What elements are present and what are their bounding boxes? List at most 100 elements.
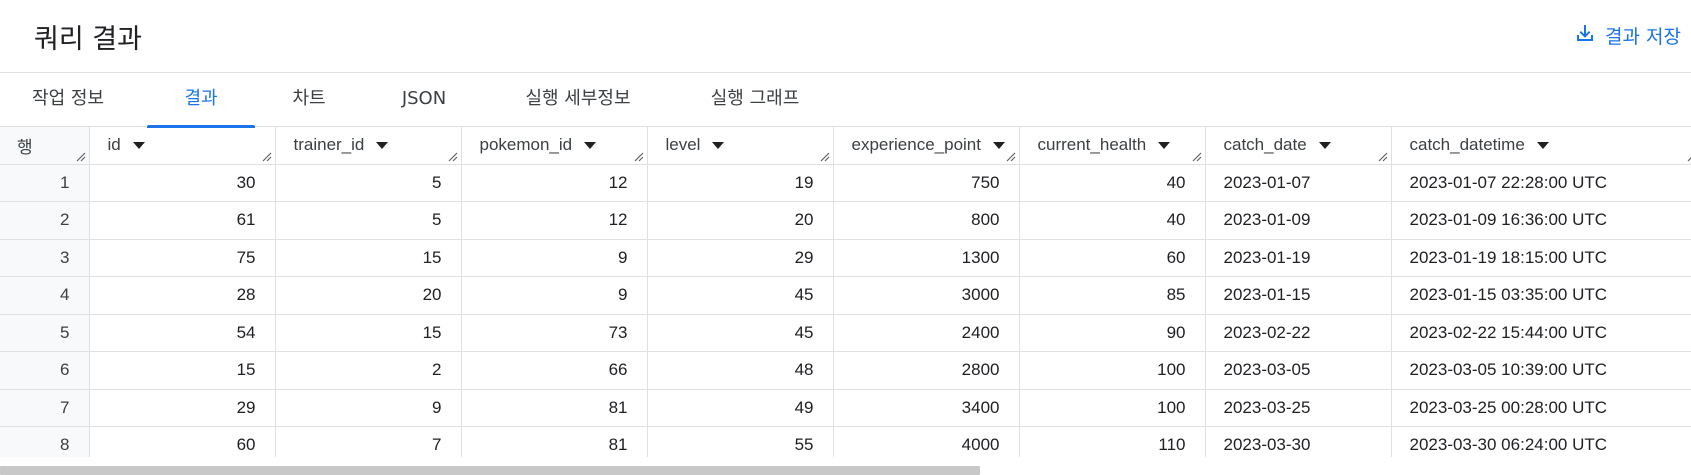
cell-level[interactable]: 48: [647, 351, 834, 390]
cell-pokemon-id[interactable]: 9: [461, 276, 648, 315]
cell-experience-point[interactable]: 3400: [833, 389, 1020, 427]
row-number[interactable]: 1: [0, 164, 90, 202]
column-header-experience-point[interactable]: experience_point: [833, 127, 1020, 165]
column-header-level[interactable]: level: [647, 127, 834, 165]
column-resize-icon[interactable]: [632, 150, 644, 162]
save-results-button[interactable]: 결과 저장: [1575, 22, 1681, 49]
cell-id[interactable]: 54: [89, 314, 276, 352]
cell-experience-point[interactable]: 3000: [833, 276, 1020, 315]
sort-caret-icon[interactable]: [992, 142, 1005, 150]
cell-trainer-id[interactable]: 9: [275, 389, 462, 427]
cell-level[interactable]: 20: [647, 201, 834, 240]
cell-catch-datetime[interactable]: 2023-01-19 18:15:00 UTC: [1391, 239, 1691, 277]
cell-trainer-id[interactable]: 2: [275, 351, 462, 390]
sort-caret-icon[interactable]: [1536, 142, 1549, 150]
cell-current-health[interactable]: 40: [1019, 201, 1206, 240]
cell-experience-point[interactable]: 800: [833, 201, 1020, 240]
cell-catch-date[interactable]: 2023-03-05: [1205, 351, 1392, 390]
cell-level[interactable]: 55: [647, 426, 834, 457]
tab-chart[interactable]: 차트: [292, 88, 326, 109]
cell-experience-point[interactable]: 750: [833, 164, 1020, 202]
column-header-id[interactable]: id: [89, 127, 276, 165]
cell-id[interactable]: 30: [89, 164, 276, 202]
cell-pokemon-id[interactable]: 12: [461, 201, 648, 240]
row-number[interactable]: 8: [0, 426, 90, 457]
cell-catch-date[interactable]: 2023-01-15: [1205, 276, 1392, 315]
cell-catch-datetime[interactable]: 2023-01-15 03:35:00 UTC: [1391, 276, 1691, 315]
column-header-current-health[interactable]: current_health: [1019, 127, 1206, 165]
sort-caret-icon[interactable]: [584, 142, 597, 150]
cell-current-health[interactable]: 90: [1019, 314, 1206, 352]
cell-trainer-id[interactable]: 5: [275, 164, 462, 202]
cell-catch-datetime[interactable]: 2023-02-22 15:44:00 UTC: [1391, 314, 1691, 352]
row-number[interactable]: 6: [0, 351, 90, 390]
cell-experience-point[interactable]: 4000: [833, 426, 1020, 457]
tab-json[interactable]: JSON: [401, 88, 447, 109]
cell-experience-point[interactable]: 2800: [833, 351, 1020, 390]
sort-caret-icon[interactable]: [1158, 142, 1171, 150]
cell-id[interactable]: 29: [89, 389, 276, 427]
column-header-catch-datetime[interactable]: catch_datetime: [1391, 127, 1691, 165]
cell-catch-date[interactable]: 2023-02-22: [1205, 314, 1392, 352]
column-resize-icon[interactable]: [1004, 150, 1016, 162]
cell-id[interactable]: 61: [89, 201, 276, 240]
cell-level[interactable]: 19: [647, 164, 834, 202]
cell-catch-datetime[interactable]: 2023-03-30 06:24:00 UTC: [1391, 426, 1691, 457]
cell-trainer-id[interactable]: 5: [275, 201, 462, 240]
column-resize-icon[interactable]: [74, 150, 86, 162]
sort-caret-icon[interactable]: [132, 142, 145, 150]
cell-id[interactable]: 28: [89, 276, 276, 315]
sort-caret-icon[interactable]: [1318, 142, 1331, 150]
cell-catch-datetime[interactable]: 2023-01-07 22:28:00 UTC: [1391, 164, 1691, 202]
column-resize-icon[interactable]: [1685, 150, 1691, 162]
cell-level[interactable]: 45: [647, 314, 834, 352]
cell-pokemon-id[interactable]: 81: [461, 389, 648, 427]
sort-caret-icon[interactable]: [712, 142, 725, 150]
cell-catch-date[interactable]: 2023-03-25: [1205, 389, 1392, 427]
row-number[interactable]: 7: [0, 389, 90, 427]
tab-job-info[interactable]: 작업 정보: [32, 88, 104, 109]
cell-catch-datetime[interactable]: 2023-03-25 00:28:00 UTC: [1391, 389, 1691, 427]
sort-caret-icon[interactable]: [376, 142, 389, 150]
cell-trainer-id[interactable]: 15: [275, 314, 462, 352]
cell-pokemon-id[interactable]: 12: [461, 164, 648, 202]
cell-pokemon-id[interactable]: 66: [461, 351, 648, 390]
cell-current-health[interactable]: 85: [1019, 276, 1206, 315]
horizontal-scrollbar[interactable]: [0, 466, 980, 475]
row-number[interactable]: 5: [0, 314, 90, 352]
cell-catch-datetime[interactable]: 2023-03-05 10:39:00 UTC: [1391, 351, 1691, 390]
cell-id[interactable]: 60: [89, 426, 276, 457]
cell-trainer-id[interactable]: 7: [275, 426, 462, 457]
cell-pokemon-id[interactable]: 73: [461, 314, 648, 352]
cell-id[interactable]: 15: [89, 351, 276, 390]
cell-current-health[interactable]: 100: [1019, 389, 1206, 427]
cell-current-health[interactable]: 110: [1019, 426, 1206, 457]
column-resize-icon[interactable]: [818, 150, 830, 162]
tab-execution-graph[interactable]: 실행 그래프: [710, 88, 800, 109]
cell-catch-date[interactable]: 2023-03-30: [1205, 426, 1392, 457]
column-resize-icon[interactable]: [1376, 150, 1388, 162]
column-header-trainer-id[interactable]: trainer_id: [275, 127, 462, 165]
tab-results[interactable]: 결과: [147, 73, 255, 128]
cell-catch-date[interactable]: 2023-01-19: [1205, 239, 1392, 277]
column-header-pokemon-id[interactable]: pokemon_id: [461, 127, 648, 165]
cell-pokemon-id[interactable]: 9: [461, 239, 648, 277]
cell-trainer-id[interactable]: 15: [275, 239, 462, 277]
cell-level[interactable]: 49: [647, 389, 834, 427]
cell-experience-point[interactable]: 2400: [833, 314, 1020, 352]
row-number[interactable]: 4: [0, 276, 90, 315]
cell-id[interactable]: 75: [89, 239, 276, 277]
row-number[interactable]: 2: [0, 201, 90, 240]
cell-current-health[interactable]: 60: [1019, 239, 1206, 277]
cell-catch-date[interactable]: 2023-01-09: [1205, 201, 1392, 240]
column-resize-icon[interactable]: [1190, 150, 1202, 162]
cell-experience-point[interactable]: 1300: [833, 239, 1020, 277]
cell-current-health[interactable]: 40: [1019, 164, 1206, 202]
cell-level[interactable]: 45: [647, 276, 834, 315]
cell-trainer-id[interactable]: 20: [275, 276, 462, 315]
cell-catch-date[interactable]: 2023-01-07: [1205, 164, 1392, 202]
column-header-catch-date[interactable]: catch_date: [1205, 127, 1392, 165]
row-number[interactable]: 3: [0, 239, 90, 277]
cell-level[interactable]: 29: [647, 239, 834, 277]
cell-pokemon-id[interactable]: 81: [461, 426, 648, 457]
